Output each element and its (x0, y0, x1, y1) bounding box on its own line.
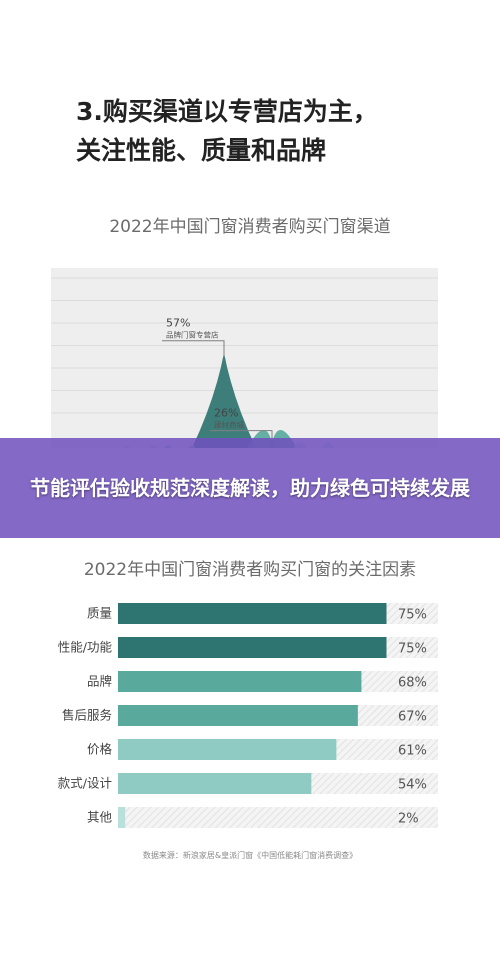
headline-banner: 节能评估验收规范深度解读，助力绿色可持续发展 (0, 438, 500, 538)
channel-category-label: 品牌门窗专营店 (166, 330, 219, 340)
channel-value-label: 26% (214, 407, 238, 420)
factor-chart-marks: 质量 75% 性能/功能 75% 品牌 68% 售后服务 67% 价格 61% 款式/设计 54% 其他… (58, 603, 438, 828)
factor-chart-title: 2022年中国门窗消费者购买门窗的关注因素 (83, 560, 417, 580)
callout-line (162, 340, 225, 357)
banner-text: 节能评估验收规范深度解读，助力绿色可持续发展 (30, 475, 470, 500)
factor-bar (118, 807, 126, 828)
channel-chart-panel (51, 268, 438, 448)
factor-bar (118, 705, 358, 726)
factor-category-label: 款式/设计 (58, 776, 112, 791)
factor-category-label: 性能/功能 (58, 640, 113, 655)
factor-bar (118, 603, 387, 624)
factor-category-label: 品牌 (87, 674, 112, 689)
channel-spike (191, 352, 257, 448)
heading-line-2: 关注性能、质量和品牌 (76, 136, 327, 165)
bar-track (118, 807, 438, 828)
factor-bar (118, 773, 312, 794)
factor-category-label: 质量 (87, 606, 112, 621)
section-heading: 3.购买渠道以专营店为主， 关注性能、质量和品牌 (76, 92, 476, 170)
channel-chart-title: 2022年中国门窗消费者购买门窗渠道 (109, 217, 391, 237)
factor-bar (118, 671, 362, 692)
data-source-note: 数据来源：新浪家居&皇派门窗《中国低能耗门窗消费调查》 (142, 851, 358, 860)
factor-bar (118, 637, 387, 658)
factor-value-label: 68% (398, 676, 427, 691)
factor-category-label: 售后服务 (62, 708, 112, 723)
factor-category-label: 其他 (87, 810, 113, 825)
factor-bar (118, 739, 337, 760)
factor-value-label: 75% (398, 642, 427, 657)
channel-category-label: 建材商城 (214, 420, 244, 430)
factor-value-label: 67% (398, 710, 427, 725)
factor-value-label: 2% (398, 812, 419, 827)
channel-chart-gridlines (51, 277, 438, 414)
factor-value-label: 61% (398, 744, 427, 759)
factor-value-label: 75% (398, 608, 427, 623)
channel-value-label: 57% (166, 317, 190, 330)
factor-category-label: 价格 (87, 742, 113, 757)
factor-value-label: 54% (398, 778, 427, 793)
heading-line-1: 3.购买渠道以专营店为主， (76, 97, 378, 126)
factor-chart: 质量 75% 性能/功能 75% 品牌 68% 售后服务 67% 价格 61% 款式/设计 54% 其他… (58, 603, 438, 828)
